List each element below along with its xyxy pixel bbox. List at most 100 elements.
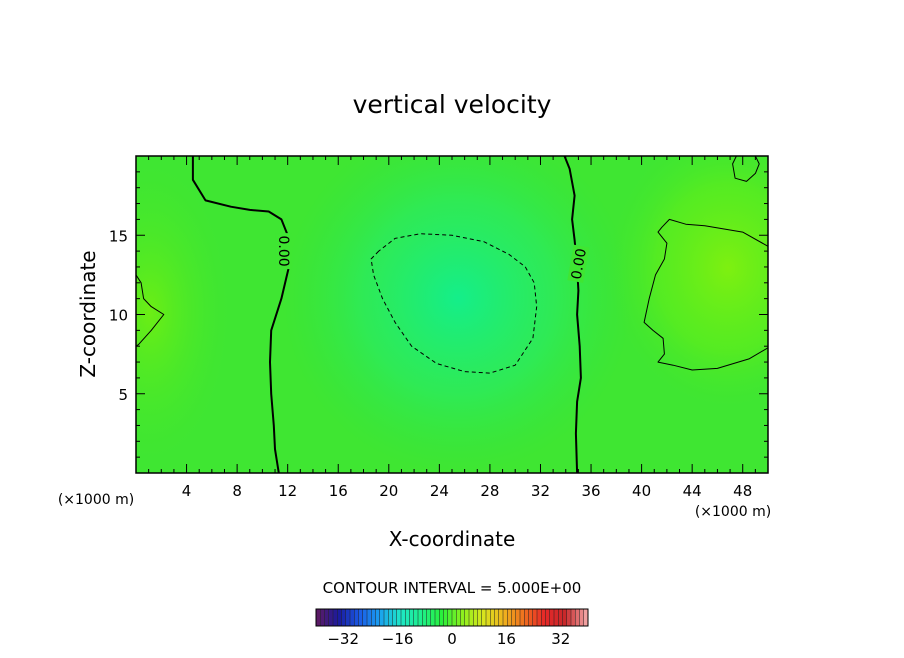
- colorbar-swatch: [558, 609, 563, 626]
- y-tick-label: 5: [118, 386, 128, 404]
- colorbar-swatch: [422, 609, 427, 626]
- colorbar-frame: [315, 608, 589, 627]
- colorbar-swatch: [328, 609, 334, 626]
- colorbar-swatch: [413, 609, 419, 626]
- x-tick-label: 16: [329, 482, 348, 500]
- colorbar-swatch: [562, 609, 568, 626]
- colorbar-swatch: [524, 609, 529, 626]
- colorbar-swatch: [541, 609, 546, 626]
- contour-label-bg: [275, 233, 292, 270]
- colorbar-swatch: [575, 609, 580, 626]
- colorbar-swatch: [452, 609, 457, 626]
- colorbar-swatch: [545, 609, 551, 626]
- x-tick-label: 32: [531, 482, 550, 500]
- colorbar-swatch: [579, 609, 585, 626]
- colorbar-swatch: [435, 609, 440, 626]
- x-tick-label: 24: [430, 482, 449, 500]
- colorbar-swatch: [464, 609, 470, 626]
- contour-line-2: [563, 156, 582, 473]
- colorbar-swatch: [430, 609, 436, 626]
- x-tick-label: 36: [581, 482, 600, 500]
- colorbar-swatch: [350, 609, 355, 626]
- contour-line-4: [643, 218, 768, 371]
- colorbar-tick-label: 32: [551, 630, 570, 648]
- colorbar-swatch: [469, 609, 474, 626]
- contour-label: 0.00: [569, 247, 590, 280]
- contour-labels: 0.00 0.00: [275, 233, 590, 283]
- x-tick-label: 44: [683, 482, 702, 500]
- colorbar-tick-label: −16: [382, 630, 414, 648]
- colorbar-swatch: [554, 609, 559, 626]
- colorbar-swatch: [320, 609, 325, 626]
- colorbar-swatch: [477, 609, 483, 626]
- colorbar-swatch: [375, 609, 381, 626]
- contour-line-3: [370, 233, 538, 374]
- contour-line-6: [732, 156, 760, 182]
- colorbar-swatch: [503, 609, 508, 626]
- colorbar-swatch: [515, 609, 521, 626]
- chart-title: vertical velocity: [353, 90, 552, 119]
- contour-label-bg: [567, 244, 590, 283]
- y-tick-label: 15: [109, 227, 128, 245]
- colorbar-swatch: [379, 609, 385, 626]
- colorbar-swatch: [443, 609, 449, 626]
- colorbar-swatch: [316, 609, 321, 626]
- colorbar-swatch: [490, 609, 495, 626]
- colorbar-tick-label: 16: [497, 630, 516, 648]
- colorbar-swatch: [426, 609, 432, 626]
- colorbar-swatch: [409, 609, 415, 626]
- colorbar-swatch: [439, 609, 444, 626]
- colorbar-swatch: [405, 609, 410, 626]
- colorbar-swatch: [418, 609, 423, 626]
- x-tick-label: 48: [733, 482, 752, 500]
- contour-label: 0.00: [275, 236, 291, 267]
- x-tick-label: 20: [379, 482, 398, 500]
- x-tick-label: 40: [632, 482, 651, 500]
- y-axis-label: Z-coordinate: [76, 250, 100, 377]
- colorbar-swatch: [371, 609, 376, 626]
- colorbar-swatch: [549, 609, 555, 626]
- colorbar-swatch: [473, 609, 478, 626]
- colorbar-tick-label: −32: [327, 630, 359, 648]
- colorbar-swatch: [507, 609, 512, 626]
- x-tick-label: 12: [278, 482, 297, 500]
- colorbar-swatch: [520, 609, 525, 626]
- colorbar-swatch: [498, 609, 504, 626]
- colorbar-swatch: [384, 609, 389, 626]
- colorbar-swatch: [401, 609, 406, 626]
- colorbar-swatch: [571, 609, 576, 626]
- y-axis: 5 10 15: [109, 171, 768, 458]
- colorbar-swatch: [333, 609, 338, 626]
- colorbar-tick-label: 0: [447, 630, 457, 648]
- colorbar-swatch: [324, 609, 330, 626]
- field-shade-center: [283, 156, 633, 473]
- colorbar-swatch: [345, 609, 351, 626]
- x-axis-label: X-coordinate: [389, 527, 516, 551]
- colorbar: −32 −16 0 16 32: [315, 608, 589, 648]
- colorbar-swatch: [367, 609, 372, 626]
- colorbar-swatch: [396, 609, 402, 626]
- colorbar-swatch: [341, 609, 347, 626]
- field-shade-left: [136, 162, 230, 462]
- x-tick-label: 4: [182, 482, 192, 500]
- colorbar-swatch: [447, 609, 453, 626]
- x-tick-label: 8: [232, 482, 242, 500]
- x-axis: 4 8 12 16 20 24 28 32 36 40 44 48: [148, 156, 756, 500]
- plot-area: 0.00 0.00: [135, 155, 769, 474]
- x-axis-unit-left: (×1000 m): [58, 492, 134, 508]
- colorbar-swatch: [362, 609, 368, 626]
- colorbar-swatch: [337, 609, 342, 626]
- colorbar-swatch: [566, 609, 572, 626]
- colorbar-swatch: [358, 609, 364, 626]
- colorbar-swatch: [537, 609, 542, 626]
- contour-interval-text: CONTOUR INTERVAL = 5.000E+00: [323, 579, 582, 597]
- x-axis-unit-right: (×1000 m): [695, 504, 771, 520]
- y-tick-label: 10: [109, 307, 128, 325]
- field-shade-right: [608, 156, 768, 408]
- colorbar-swatch: [528, 609, 534, 626]
- colorbar-swatch: [532, 609, 538, 626]
- contour-line-5: [136, 274, 165, 347]
- colorbar-swatch: [388, 609, 393, 626]
